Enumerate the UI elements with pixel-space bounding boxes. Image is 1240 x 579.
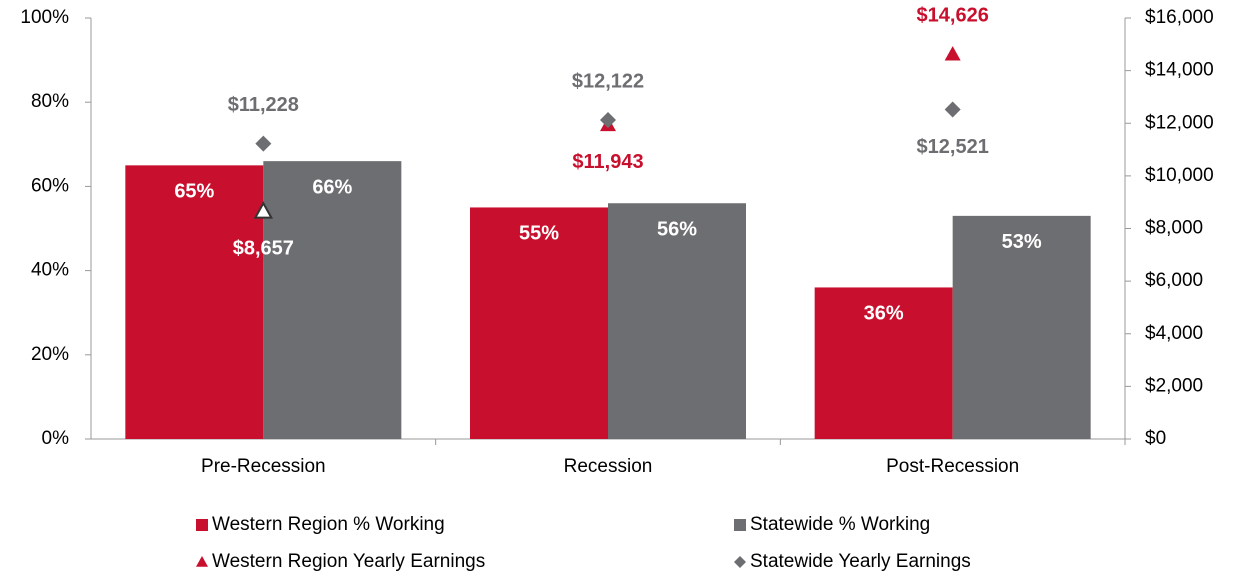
x-tick-label: Pre-Recession xyxy=(201,456,326,477)
bar-label: 55% xyxy=(519,223,559,245)
legend-marker xyxy=(734,556,746,568)
y2-tick-label: $10,000 xyxy=(1145,165,1214,186)
point-label: $11,228 xyxy=(228,94,299,116)
bar xyxy=(263,161,402,439)
legend-label: Statewide Yearly Earnings xyxy=(750,551,971,572)
point xyxy=(255,135,272,152)
legend-label: Western Region Yearly Earnings xyxy=(212,551,485,572)
bar-label: 36% xyxy=(864,303,904,325)
legend-marker xyxy=(734,519,746,531)
y2-tick-label: $0 xyxy=(1145,428,1166,449)
point-label: $8,657 xyxy=(233,237,294,259)
y2-tick-label: $4,000 xyxy=(1145,323,1203,344)
legend-marker xyxy=(196,556,208,567)
point-label: $11,943 xyxy=(572,151,643,173)
point-label: $12,122 xyxy=(572,70,644,92)
bar xyxy=(952,215,1091,439)
point xyxy=(253,201,274,219)
point-label: $12,521 xyxy=(917,136,989,158)
bar-label: 53% xyxy=(1002,231,1042,253)
legend-label: Western Region % Working xyxy=(212,514,445,535)
legend-marker xyxy=(196,519,208,531)
bar xyxy=(608,203,746,439)
bar xyxy=(470,207,608,439)
x-tick-label: Post-Recession xyxy=(886,456,1019,477)
y-tick-label: 20% xyxy=(31,344,69,365)
y-tick-label: 60% xyxy=(31,175,69,196)
y2-tick-label: $2,000 xyxy=(1145,375,1203,396)
y2-tick-label: $14,000 xyxy=(1145,60,1214,81)
y-tick-label: 40% xyxy=(31,260,69,281)
bar xyxy=(125,165,264,439)
y-tick-label: 80% xyxy=(31,91,69,112)
point xyxy=(600,112,616,129)
point xyxy=(944,101,961,118)
bar-label: 56% xyxy=(657,219,697,241)
y-tick-label: 100% xyxy=(20,7,69,28)
y-tick-label: 0% xyxy=(42,428,70,449)
legend-label: Statewide % Working xyxy=(750,514,930,535)
point-label: $14,626 xyxy=(917,4,989,26)
y2-tick-label: $8,000 xyxy=(1145,218,1203,239)
bar xyxy=(814,287,953,439)
point xyxy=(944,46,961,61)
bar-label: 65% xyxy=(174,181,214,203)
y2-tick-label: $12,000 xyxy=(1145,112,1214,133)
y2-tick-label: $6,000 xyxy=(1145,270,1203,291)
y2-tick-label: $16,000 xyxy=(1145,7,1214,28)
x-tick-label: Recession xyxy=(564,456,653,477)
bar-label: 66% xyxy=(312,176,352,198)
